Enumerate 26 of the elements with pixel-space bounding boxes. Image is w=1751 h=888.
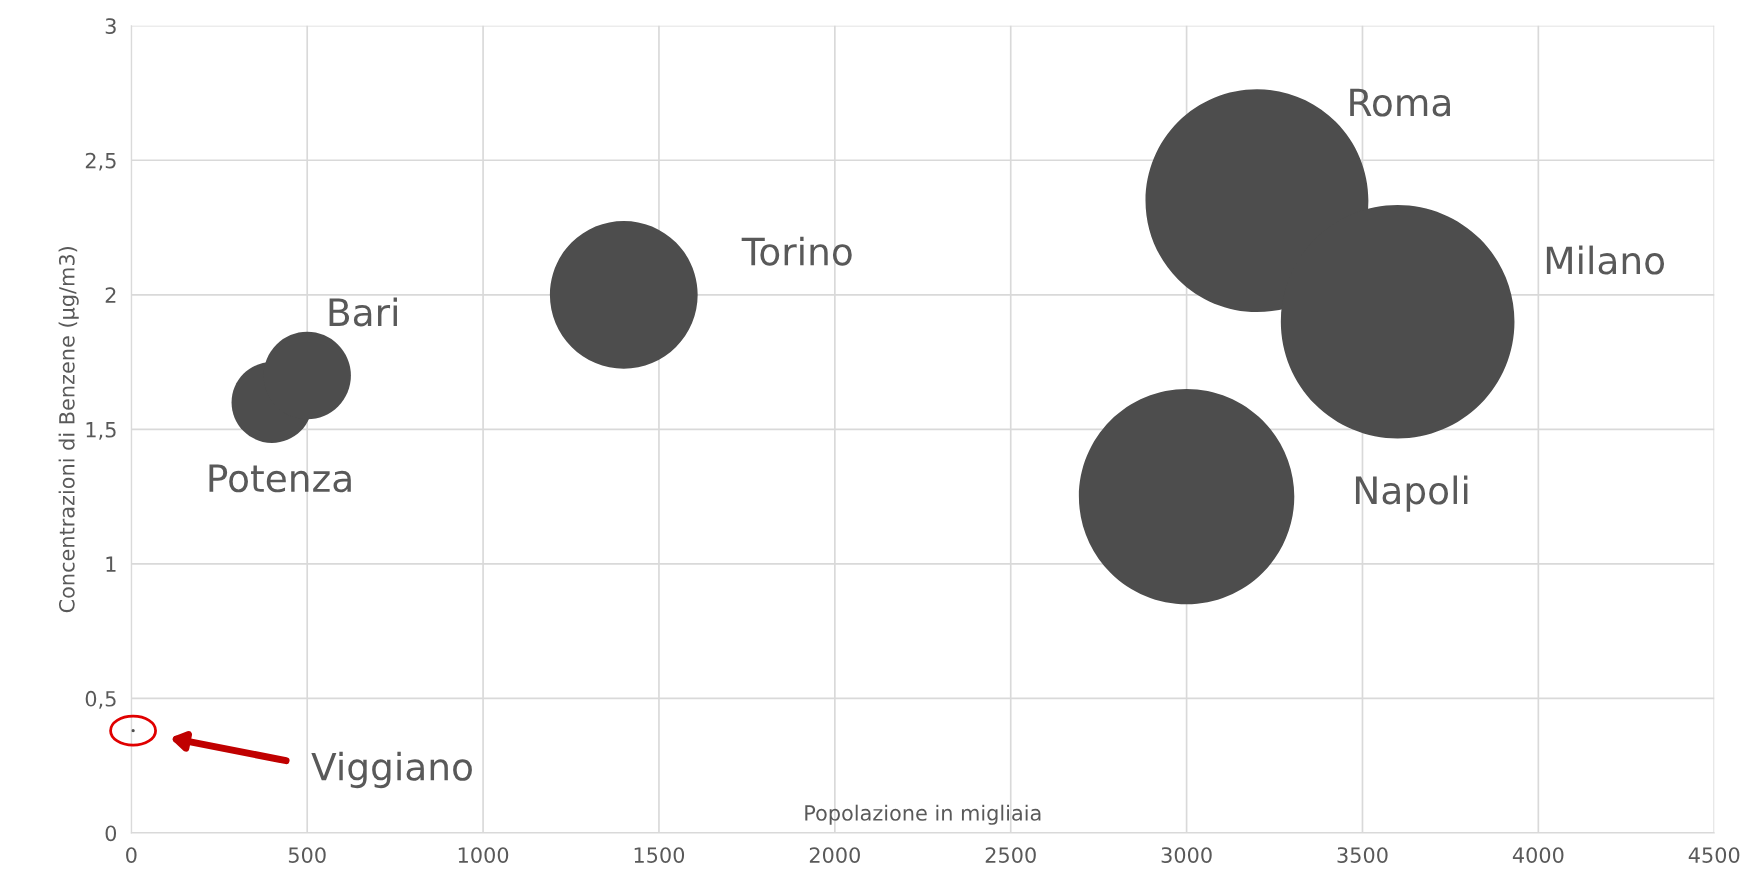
data-label: Napoli: [1355, 475, 1468, 512]
x-tick-label: 1500: [634, 847, 685, 863]
x-axis-title: Popolazione in migliaia: [805, 804, 1041, 825]
x-tick-label: 3500: [1337, 847, 1388, 863]
annotation: Viggiano: [311, 751, 472, 789]
x-tick-label: 2500: [985, 847, 1036, 863]
data-label: Bari: [329, 297, 397, 327]
x-tick-label: 0: [126, 847, 137, 863]
data-label: Roma: [1350, 88, 1450, 117]
data-label: Milano: [1546, 245, 1665, 275]
x-tick-label: 1000: [458, 847, 509, 863]
x-tick-label: 3000: [1161, 847, 1212, 863]
data-label: Potenza: [209, 464, 351, 493]
x-tick-label: 4000: [1512, 847, 1564, 863]
y-tick-label: 3: [105, 18, 116, 34]
data-label: Torino: [741, 236, 852, 266]
x-tick-label: 500: [288, 847, 326, 863]
x-tick-label: 2000: [809, 847, 860, 863]
y-tick-label: 2,5: [85, 152, 116, 171]
y-tick-label: 1,5: [86, 422, 116, 440]
y-tick-label: 2: [105, 287, 116, 303]
y-tick-label: 1: [106, 556, 116, 572]
y-tick-label: 0,5: [85, 690, 116, 709]
y-axis-title: Concentrazioni di Benzene (µg/m3): [58, 247, 79, 613]
y-tick-label: 0: [105, 825, 117, 842]
x-tick-label: 4500: [1688, 847, 1740, 863]
